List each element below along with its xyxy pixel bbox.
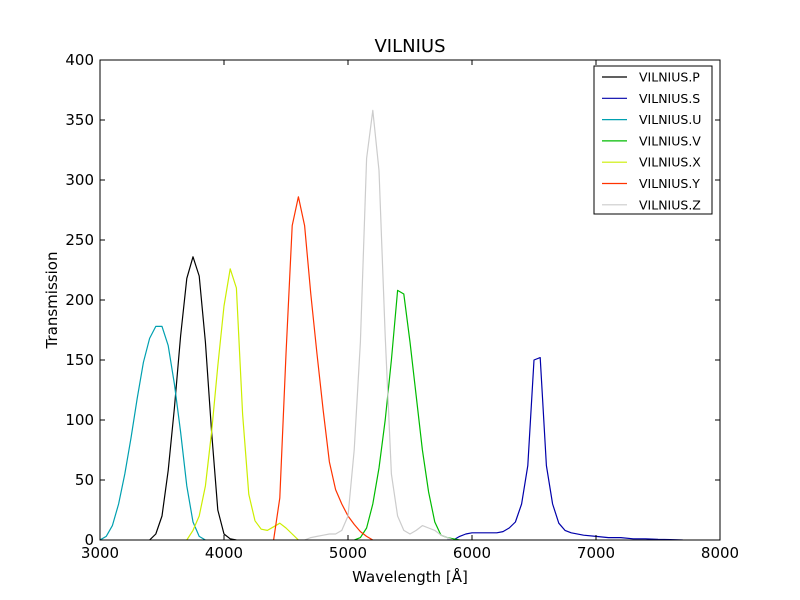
x-tick-label: 5000	[329, 544, 367, 562]
x-tick-label: 4000	[205, 544, 243, 562]
legend-label: VILNIUS.X	[639, 155, 701, 170]
legend-label: VILNIUS.S	[639, 91, 700, 106]
x-tick-label: 7000	[577, 544, 615, 562]
legend-box	[593, 65, 713, 215]
series-line-vilnius-z	[304, 109, 454, 540]
legend-label: VILNIUS.Y	[639, 176, 700, 191]
series-line-vilnius-p	[149, 256, 237, 540]
y-tick-label: 250	[65, 231, 94, 249]
legend-label: VILNIUS.Z	[639, 197, 701, 212]
x-tick-label: 3000	[81, 544, 119, 562]
y-tick-label: 400	[65, 51, 94, 69]
legend-label: VILNIUS.U	[639, 112, 701, 127]
y-tick-label: 150	[65, 351, 94, 369]
tick-labels-layer: 3000 4000 5000 6000 7000 8000 0 50 100 150 200 250 3…	[65, 51, 739, 562]
x-axis-title: Wavelength [Å]	[352, 567, 468, 586]
x-tick-label: 8000	[701, 544, 739, 562]
series-line-vilnius-x	[186, 268, 299, 540]
y-tick-label: 200	[65, 291, 94, 309]
series-layer	[100, 109, 683, 540]
y-tick-label: 100	[65, 411, 94, 429]
legend: VILNIUS.P VILNIUS.S VILNIUS.U VILNIUS.V VILN…	[593, 65, 713, 215]
series-line-vilnius-y	[273, 196, 374, 540]
chart-title: VILNIUS	[374, 36, 445, 57]
y-axis-title: Transmission	[43, 252, 61, 350]
y-tick-label: 0	[84, 531, 94, 549]
y-tick-label: 50	[75, 471, 94, 489]
legend-label: VILNIUS.V	[639, 133, 701, 148]
series-line-vilnius-s	[447, 357, 683, 540]
series-line-vilnius-u	[100, 325, 206, 540]
y-tick-label: 300	[65, 171, 94, 189]
ticks-layer	[99, 59, 721, 541]
y-tick-label: 350	[65, 111, 94, 129]
x-tick-label: 6000	[453, 544, 491, 562]
legend-label: VILNIUS.P	[639, 70, 700, 85]
